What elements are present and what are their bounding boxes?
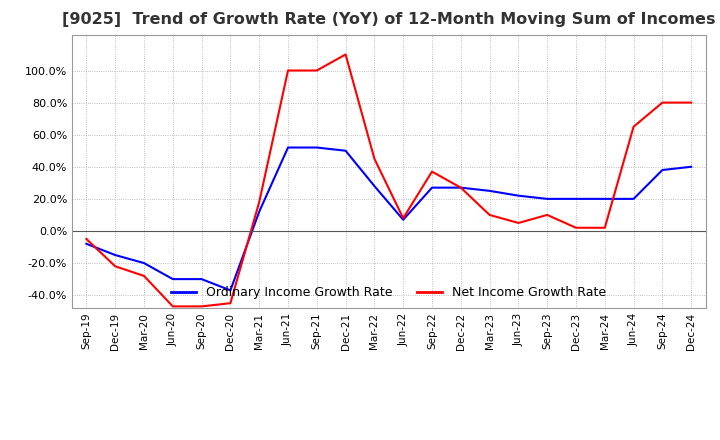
Ordinary Income Growth Rate xyxy=(658,167,667,172)
Ordinary Income Growth Rate xyxy=(312,145,321,150)
Net Income Growth Rate xyxy=(111,264,120,269)
Net Income Growth Rate xyxy=(82,236,91,242)
Ordinary Income Growth Rate xyxy=(687,164,696,169)
Net Income Growth Rate xyxy=(284,68,292,73)
Ordinary Income Growth Rate xyxy=(456,185,465,190)
Ordinary Income Growth Rate xyxy=(370,183,379,189)
Net Income Growth Rate xyxy=(226,301,235,306)
Ordinary Income Growth Rate xyxy=(197,276,206,282)
Net Income Growth Rate xyxy=(312,68,321,73)
Net Income Growth Rate xyxy=(197,304,206,309)
Ordinary Income Growth Rate xyxy=(399,217,408,222)
Net Income Growth Rate xyxy=(341,52,350,57)
Net Income Growth Rate xyxy=(629,124,638,129)
Ordinary Income Growth Rate xyxy=(600,196,609,202)
Title: [9025]  Trend of Growth Rate (YoY) of 12-Month Moving Sum of Incomes: [9025] Trend of Growth Rate (YoY) of 12-… xyxy=(62,12,716,27)
Ordinary Income Growth Rate xyxy=(226,288,235,293)
Net Income Growth Rate xyxy=(658,100,667,105)
Net Income Growth Rate xyxy=(255,199,264,205)
Net Income Growth Rate xyxy=(399,216,408,221)
Line: Ordinary Income Growth Rate: Ordinary Income Growth Rate xyxy=(86,147,691,290)
Legend: Ordinary Income Growth Rate, Net Income Growth Rate: Ordinary Income Growth Rate, Net Income … xyxy=(166,282,611,304)
Net Income Growth Rate xyxy=(168,304,177,309)
Net Income Growth Rate xyxy=(485,212,494,217)
Net Income Growth Rate xyxy=(456,185,465,190)
Ordinary Income Growth Rate xyxy=(543,196,552,202)
Ordinary Income Growth Rate xyxy=(284,145,292,150)
Net Income Growth Rate xyxy=(428,169,436,174)
Ordinary Income Growth Rate xyxy=(140,260,148,266)
Net Income Growth Rate xyxy=(140,273,148,279)
Net Income Growth Rate xyxy=(572,225,580,231)
Net Income Growth Rate xyxy=(543,212,552,217)
Ordinary Income Growth Rate xyxy=(111,253,120,258)
Line: Net Income Growth Rate: Net Income Growth Rate xyxy=(86,55,691,306)
Net Income Growth Rate xyxy=(687,100,696,105)
Ordinary Income Growth Rate xyxy=(341,148,350,154)
Ordinary Income Growth Rate xyxy=(82,241,91,246)
Ordinary Income Growth Rate xyxy=(629,196,638,202)
Ordinary Income Growth Rate xyxy=(514,193,523,198)
Ordinary Income Growth Rate xyxy=(255,209,264,214)
Net Income Growth Rate xyxy=(370,156,379,161)
Net Income Growth Rate xyxy=(514,220,523,226)
Net Income Growth Rate xyxy=(600,225,609,231)
Ordinary Income Growth Rate xyxy=(428,185,436,190)
Ordinary Income Growth Rate xyxy=(485,188,494,194)
Ordinary Income Growth Rate xyxy=(168,276,177,282)
Ordinary Income Growth Rate xyxy=(572,196,580,202)
